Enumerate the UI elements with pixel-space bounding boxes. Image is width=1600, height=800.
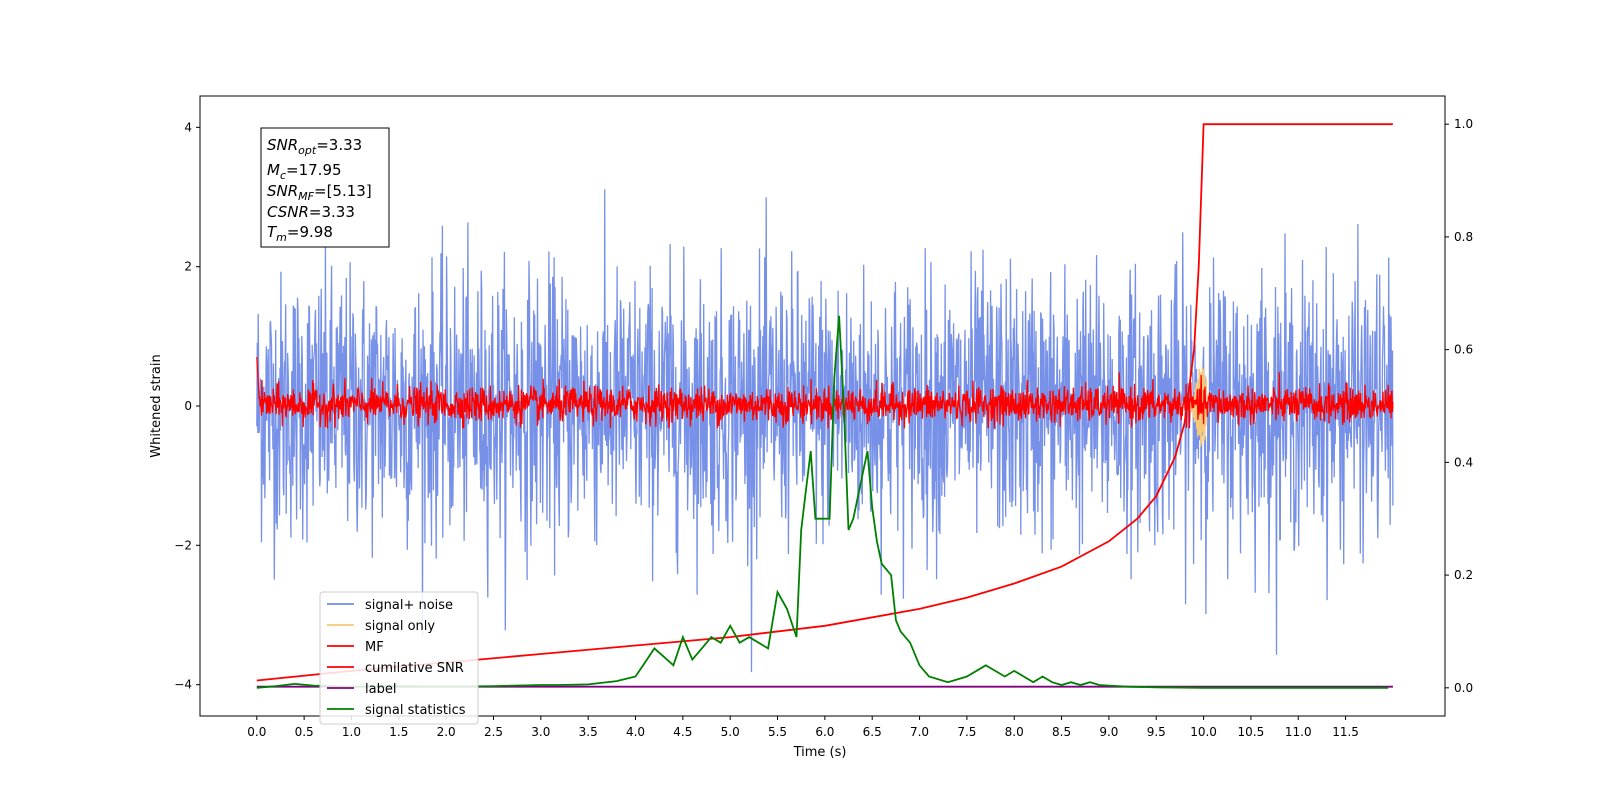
annotation-mc: Mc=17.95 xyxy=(267,161,342,182)
annotation-tm: Tm=9.98 xyxy=(267,223,333,244)
y-axis-label: Whitened strain xyxy=(149,354,164,457)
x-tick-label: 11.5 xyxy=(1332,725,1359,739)
legend-label: signal only xyxy=(365,619,435,634)
series-cumulative-snr xyxy=(256,123,1393,682)
x-tick-label: 9.5 xyxy=(1147,725,1166,739)
legend-label: label xyxy=(365,682,396,697)
y2-tick-label: 1.0 xyxy=(1454,117,1473,131)
x-tick-label: 3.5 xyxy=(579,725,598,739)
y-tick-label: −4 xyxy=(174,678,192,692)
x-tick-label: 4.5 xyxy=(673,725,692,739)
series-signal-statistics xyxy=(256,315,1389,689)
x-axis-label: Time (s) xyxy=(793,745,847,760)
y-tick-label: 0 xyxy=(184,399,192,413)
x-tick-label: 0.5 xyxy=(295,725,314,739)
x-tick-label: 3.0 xyxy=(531,725,550,739)
x-tick-label: 6.0 xyxy=(815,725,834,739)
x-tick-label: 0.0 xyxy=(247,725,266,739)
legend-label: signal statistics xyxy=(365,703,466,718)
x-tick-label: 10.5 xyxy=(1238,725,1265,739)
x-tick-label: 8.0 xyxy=(1005,725,1024,739)
y2-tick-label: 0.2 xyxy=(1454,568,1473,582)
x-tick-label: 2.0 xyxy=(437,725,456,739)
x-tick-label: 6.5 xyxy=(863,725,882,739)
y2-tick-label: 0.6 xyxy=(1454,343,1473,357)
x-tick-label: 8.5 xyxy=(1052,725,1071,739)
annotation-snr-mf: SNRMF=[5.13] xyxy=(267,182,372,203)
x-axis: 0.0 0.5 1.0 1.5 2.0 2.5 3.0 3.5 4.0 4.5 5.0 5.5 6.0 6… xyxy=(247,716,1359,739)
x-tick-label: 5.0 xyxy=(721,725,740,739)
y-tick-label: 4 xyxy=(184,120,192,134)
y-tick-label: 2 xyxy=(184,260,192,274)
legend-frame xyxy=(319,591,479,725)
y-axis-left: −4 −2 0 2 4 xyxy=(174,120,200,692)
data-layer xyxy=(256,123,1394,689)
x-tick-label: 4.0 xyxy=(626,725,645,739)
x-tick-label: 7.0 xyxy=(910,725,929,739)
legend-label: MF xyxy=(365,640,384,655)
x-tick-label: 9.0 xyxy=(1099,725,1118,739)
y2-tick-label: 0.0 xyxy=(1454,681,1473,695)
legend: signal+ noise signal only MF cumilative SNR… xyxy=(319,591,479,725)
y2-tick-label: 0.8 xyxy=(1454,230,1473,244)
legend-label: signal+ noise xyxy=(365,598,453,613)
series-signal-noise xyxy=(256,189,1394,673)
annotation-box: SNRopt=3.33 Mc=17.95 SNRMF=[5.13] CSNR=3… xyxy=(260,127,390,248)
x-tick-label: 1.5 xyxy=(389,725,408,739)
x-tick-label: 1.0 xyxy=(342,725,361,739)
x-tick-label: 2.5 xyxy=(484,725,503,739)
annotation-snr-opt: SNRopt=3.33 xyxy=(267,136,362,157)
y-tick-label: −2 xyxy=(174,538,192,552)
x-tick-label: 5.5 xyxy=(768,725,787,739)
x-tick-label: 7.5 xyxy=(957,725,976,739)
legend-label: cumilative SNR xyxy=(365,661,464,676)
y-axis-right: 0.0 0.2 0.4 0.6 0.8 1.0 xyxy=(1445,117,1473,695)
series-mf xyxy=(256,357,1394,429)
annotation-csnr: CSNR=3.33 xyxy=(267,203,355,221)
y2-tick-label: 0.4 xyxy=(1454,455,1473,469)
x-tick-label: 10.0 xyxy=(1190,725,1217,739)
x-tick-label: 11.0 xyxy=(1285,725,1312,739)
